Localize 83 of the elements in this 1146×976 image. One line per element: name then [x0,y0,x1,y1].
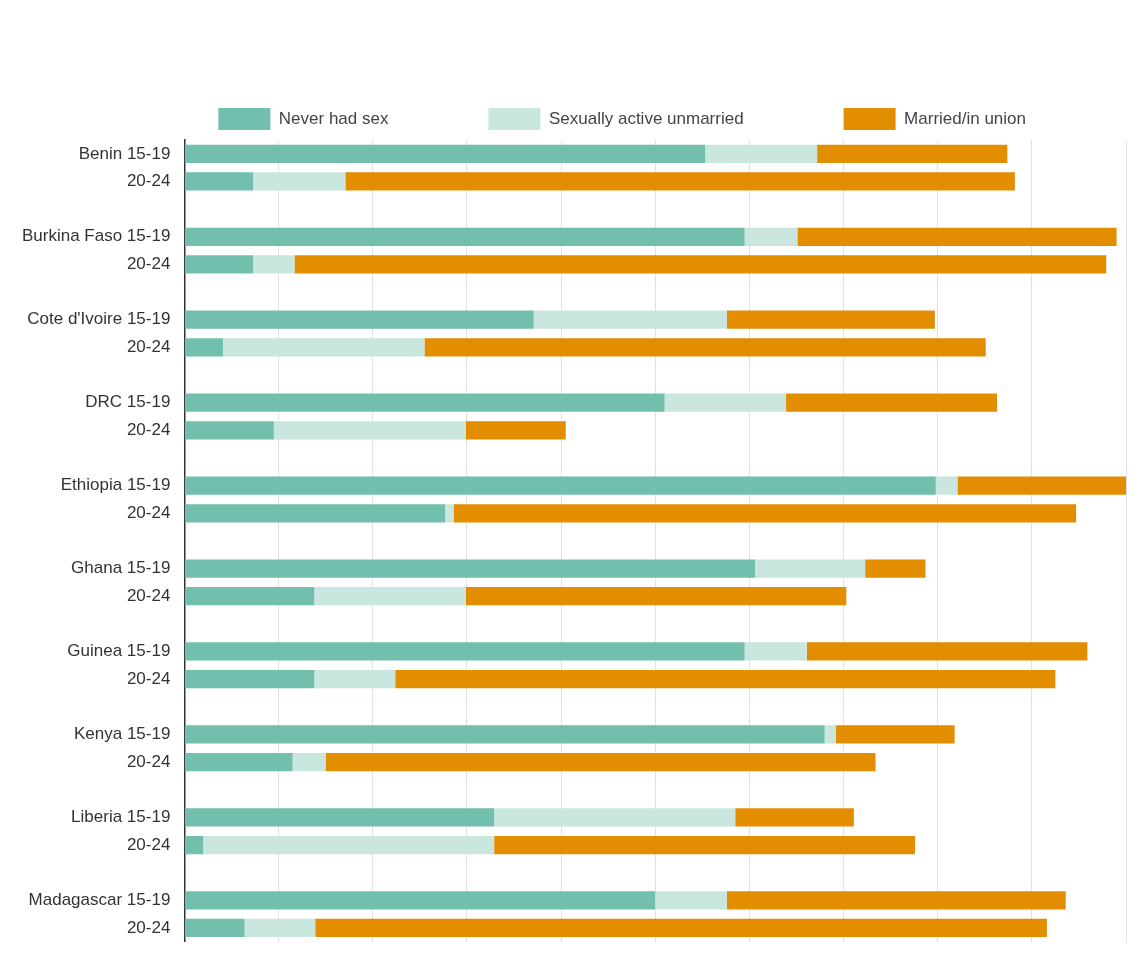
bar [797,227,1117,246]
bar [786,393,997,412]
legend-label: Married/in union [904,108,1027,128]
legend-label: Never had sex [278,108,389,128]
bar [184,310,534,329]
y-tick-label: 20-24 [126,585,171,605]
bar [325,752,876,772]
bar [935,476,958,495]
bar [292,752,326,772]
bar [754,559,866,578]
bar [817,144,1008,163]
bar [806,642,1088,661]
bar [184,642,745,661]
y-tick-label: Kenya 15-19 [73,724,171,744]
y-tick-label: DRC 15-19 [85,392,171,412]
bar [494,808,736,827]
bar [253,172,346,191]
bar [744,227,798,246]
bar [453,504,1077,523]
y-tick-label: 20-24 [126,502,171,522]
y-tick-label: 20-24 [126,171,171,191]
bar [184,918,245,938]
y-tick-label: Burkina Faso 15-19 [21,226,171,246]
bar [184,421,274,440]
bar [705,144,818,163]
bar [294,255,1107,274]
y-tick-label: Benin 15-19 [78,143,171,163]
y-tick-label: 20-24 [126,419,171,439]
bar [494,835,916,855]
bar [273,421,466,440]
bar [184,504,446,523]
bar [184,559,755,578]
y-tick-label: 20-24 [126,834,171,854]
bar [957,476,1126,495]
bar [445,504,454,523]
bar [184,670,315,689]
y-tick-label: Cote d'Ivoire 15-19 [27,309,171,329]
bar [184,172,254,191]
bar [244,918,316,938]
bar [184,393,665,412]
bar [726,310,935,329]
y-tick-label: 20-24 [126,337,171,357]
bar [655,891,727,910]
bar [395,670,1056,689]
bar [314,587,466,606]
bar [465,587,847,606]
y-tick-label: Ghana 15-19 [71,558,171,578]
y-tick-label: 20-24 [126,917,171,937]
bar [253,255,295,274]
bar [222,338,425,357]
bar [184,144,706,163]
legend-label: Sexually active unmarried [548,108,744,128]
bar [744,642,807,661]
bar [184,835,204,855]
bar [865,559,926,578]
bar [184,752,293,772]
y-tick-label: Madagascar 15-19 [28,890,171,910]
bar [184,808,495,827]
bar [184,587,315,606]
bar [184,476,936,495]
y-tick-label: Ethiopia 15-19 [60,475,171,495]
bar [184,725,825,744]
bar [184,227,745,246]
bar [735,808,854,827]
y-tick-label: 20-24 [126,751,171,771]
y-tick-label: Guinea 15-19 [67,641,171,661]
bar [824,725,836,744]
bar [424,338,986,357]
bar [203,835,495,855]
bar [345,172,1015,191]
bar [184,338,223,357]
bar [314,670,396,689]
bar [835,725,955,744]
y-tick-label: 20-24 [126,668,171,688]
y-tick-label: 20-24 [126,254,171,274]
bar [315,918,1047,938]
bar [465,421,566,440]
bar [184,891,656,910]
bar [664,393,787,412]
bar [533,310,727,329]
bar [184,255,254,274]
bar [726,891,1066,910]
y-tick-label: Liberia 15-19 [71,807,171,827]
